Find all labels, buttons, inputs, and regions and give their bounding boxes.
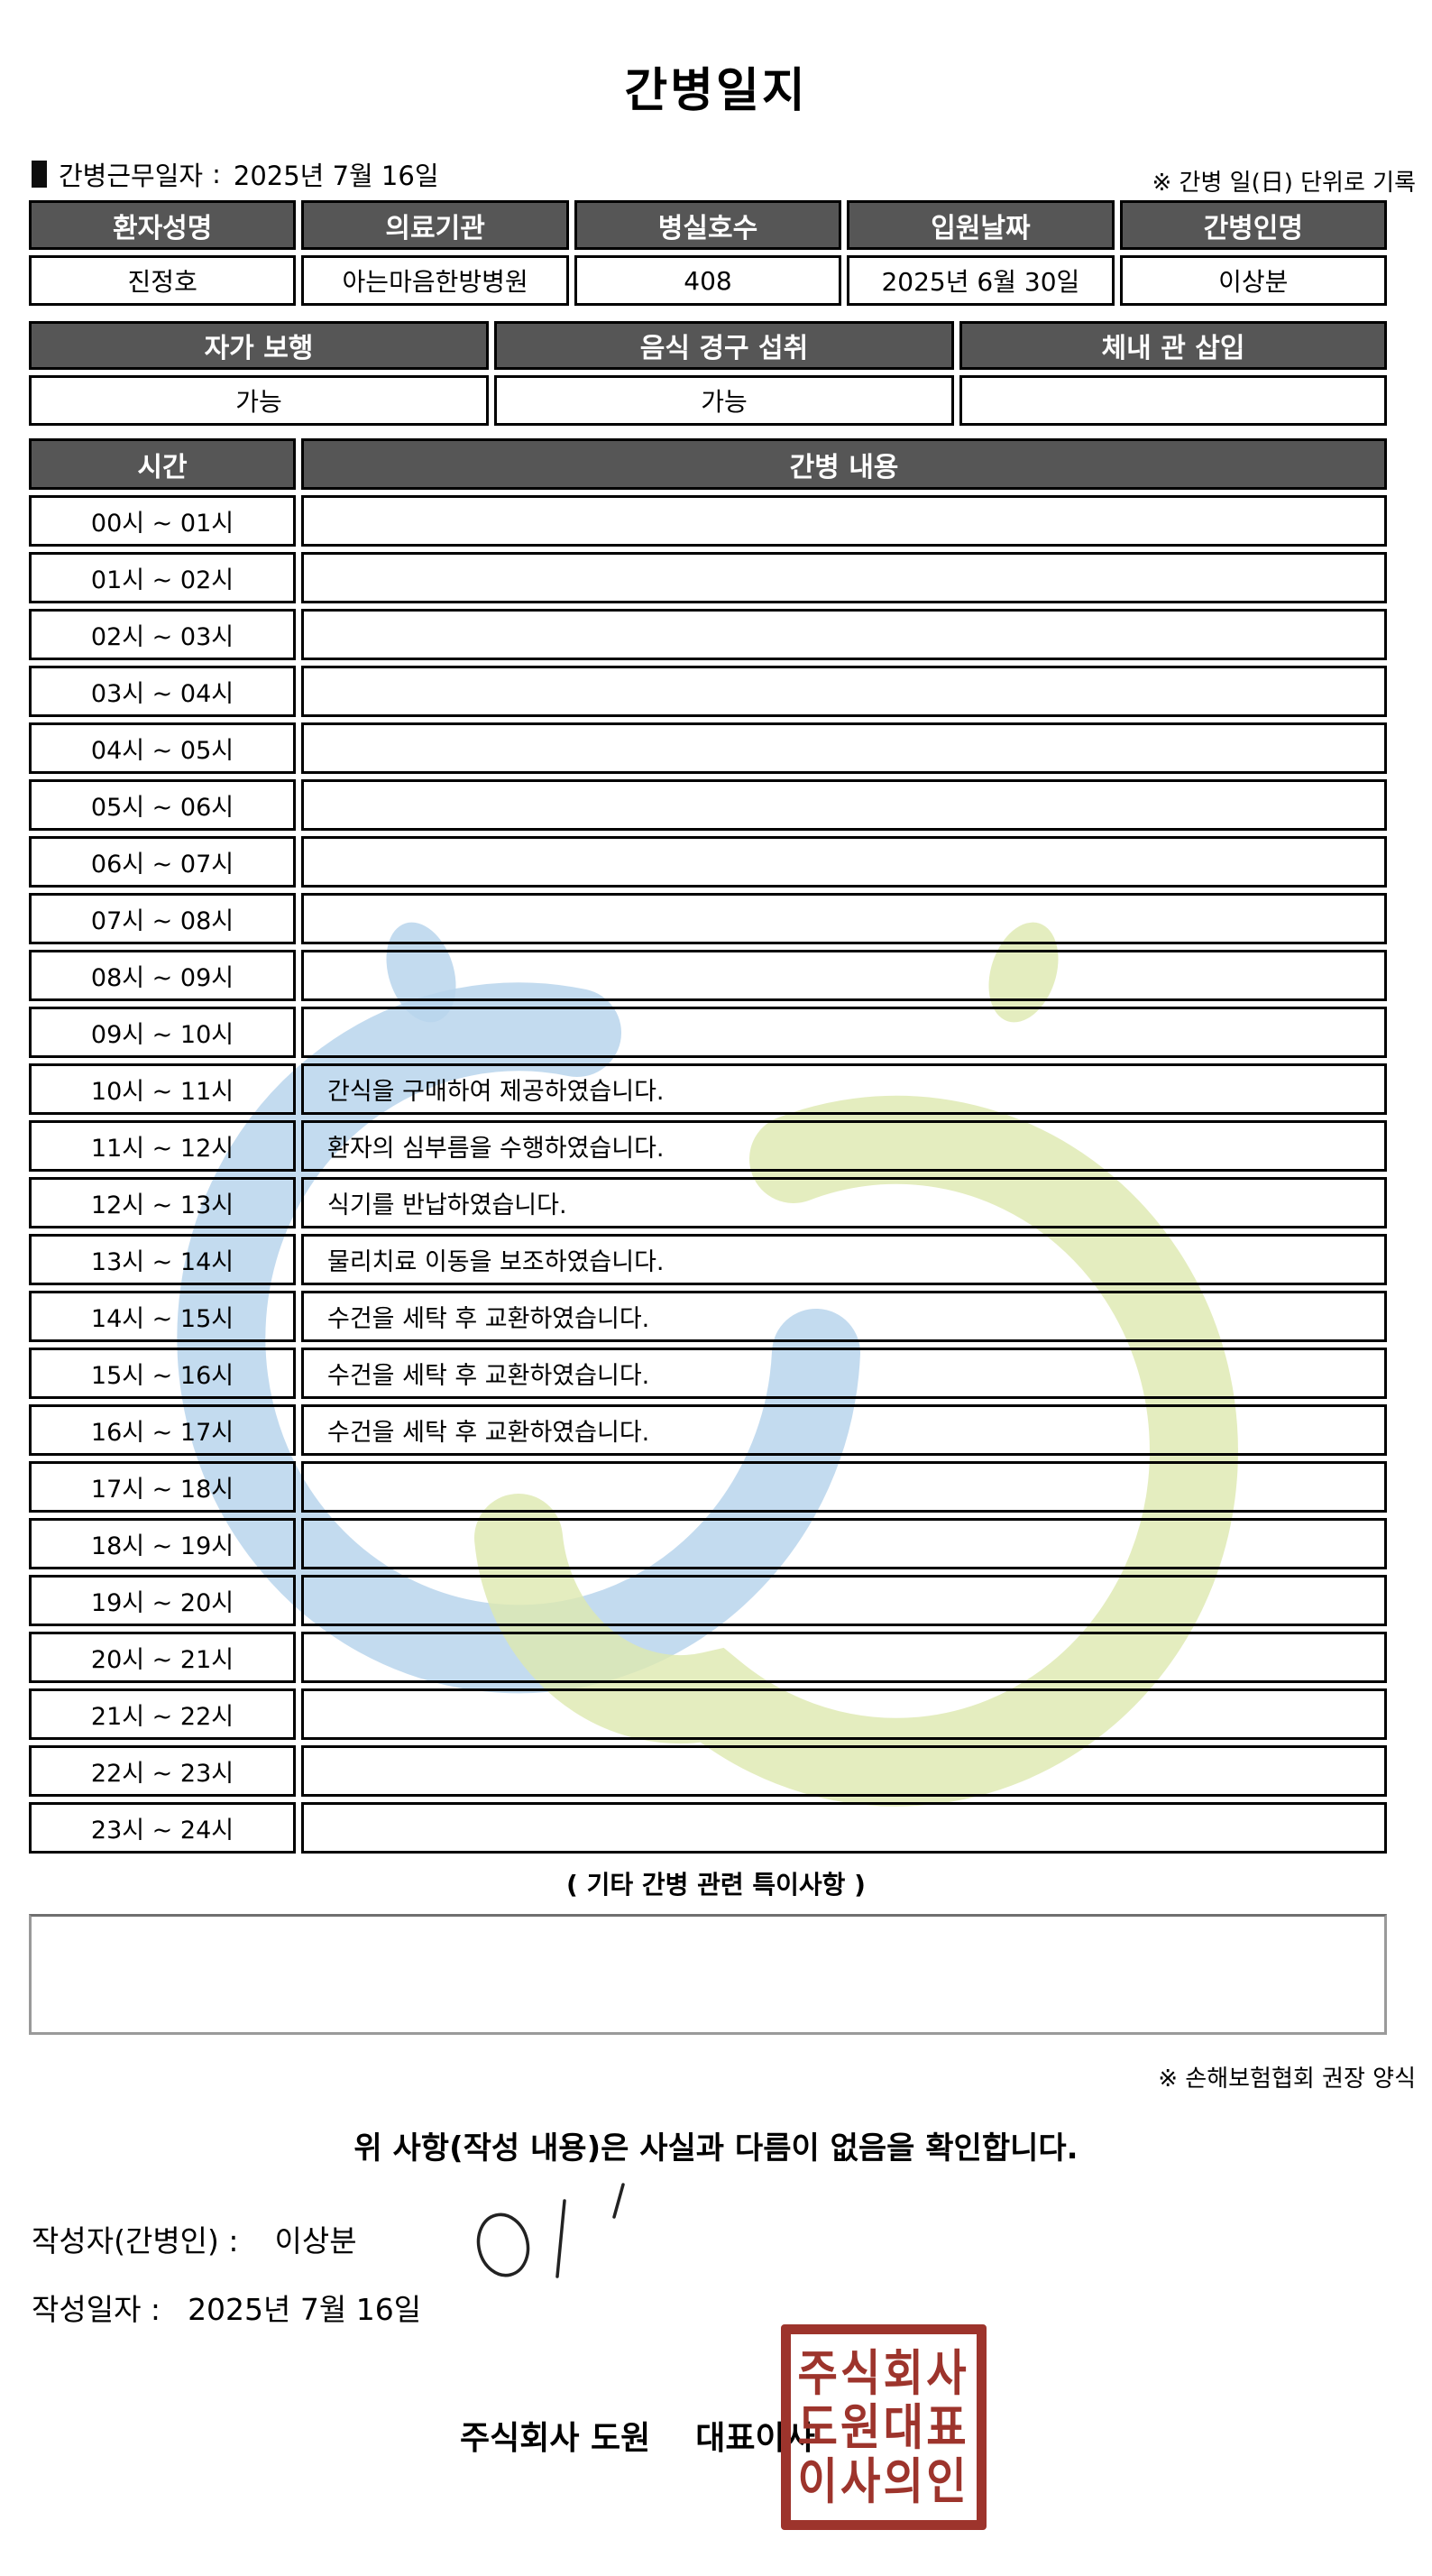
company-name: 주식회사 도원 — [460, 2420, 651, 2457]
log-header-time: 시간 — [29, 438, 296, 490]
log-content-cell[interactable] — [301, 666, 1387, 717]
confirmation-statement: 위 사항(작성 내용)은 사실과 다름이 없음을 확인합니다. — [353, 2130, 1079, 2167]
log-time-cell: 02시 ~ 03시 — [29, 609, 296, 660]
work-date-label: 간병근무일자 — [59, 161, 204, 191]
log-time-cell: 18시 ~ 19시 — [29, 1518, 296, 1569]
work-date-line: 간병근무일자 : 2025년 7월 16일 — [32, 155, 439, 193]
log-time-cell: 17시 ~ 18시 — [29, 1461, 296, 1513]
company-line: 주식회사 도원 대표이사 — [460, 2412, 815, 2459]
log-time-cell: 09시 ~ 10시 — [29, 1007, 296, 1058]
log-time-cell: 16시 ~ 17시 — [29, 1404, 296, 1456]
status-header-cell: 자가 보행 — [29, 321, 489, 370]
log-content-cell[interactable] — [301, 836, 1387, 888]
log-content-cell[interactable]: 간식을 구매하여 제공하였습니다. — [301, 1063, 1387, 1115]
log-content-cell[interactable] — [301, 779, 1387, 831]
log-content-cell[interactable] — [301, 893, 1387, 944]
log-content-cell[interactable]: 환자의 심부름을 수행하였습니다. — [301, 1120, 1387, 1172]
log-content-cell[interactable]: 물리치료 이동을 보조하였습니다. — [301, 1234, 1387, 1285]
log-content-cell[interactable] — [301, 1688, 1387, 1740]
info-header-cell: 의료기관 — [301, 200, 569, 250]
written-date-label: 작성일자 : — [32, 2292, 161, 2327]
info-value-cell: 이상분 — [1119, 255, 1387, 306]
log-content-cell[interactable]: 수건을 세탁 후 교환하였습니다. — [301, 1404, 1387, 1456]
log-time-cell: 14시 ~ 15시 — [29, 1291, 296, 1342]
status-value-cell: 가능 — [29, 375, 489, 426]
log-content-cell[interactable] — [301, 609, 1387, 660]
written-date-line: 작성일자 : 2025년 7월 16일 — [32, 2286, 421, 2329]
log-content-cell[interactable] — [301, 1632, 1387, 1683]
log-time-cell: 07시 ~ 08시 — [29, 893, 296, 944]
info-header-cell: 간병인명 — [1119, 200, 1387, 250]
work-date-separator: : — [212, 159, 221, 189]
log-time-cell: 08시 ~ 09시 — [29, 950, 296, 1001]
writer-line: 작성자(간병인) : 이상분 — [32, 2217, 357, 2260]
log-content-cell[interactable] — [301, 1518, 1387, 1569]
status-value-cell — [959, 375, 1387, 426]
log-content-cell[interactable]: 수건을 세탁 후 교환하였습니다. — [301, 1291, 1387, 1342]
log-time-cell: 00시 ~ 01시 — [29, 495, 296, 547]
log-content-cell[interactable] — [301, 1802, 1387, 1854]
info-value-cell: 진정호 — [29, 255, 297, 306]
patient-info-table: 환자성명 의료기관 병실호수 입원날짜 간병인명 진정호 아는마음한방병원 408 2025년… — [29, 200, 1387, 306]
bullet-square-icon — [32, 161, 47, 188]
log-time-cell: 20시 ~ 21시 — [29, 1632, 296, 1683]
writer-name: 이상분 — [274, 2223, 357, 2259]
log-content-cell[interactable] — [301, 1575, 1387, 1626]
info-value-cell: 2025년 6월 30일 — [847, 255, 1115, 306]
log-time-cell: 22시 ~ 23시 — [29, 1745, 296, 1797]
log-time-cell: 19시 ~ 20시 — [29, 1575, 296, 1626]
written-date-value: 2025년 7월 16일 — [188, 2292, 422, 2327]
care-log-table: 시간 간병 내용 00시 ~ 01시 01시 ~ 02시 02시 ~ 03시 0… — [29, 438, 1387, 1854]
log-time-cell: 03시 ~ 04시 — [29, 666, 296, 717]
log-content-cell[interactable]: 수건을 세탁 후 교환하였습니다. — [301, 1348, 1387, 1399]
log-content-cell[interactable]: 식기를 반납하였습니다. — [301, 1177, 1387, 1228]
writer-label: 작성자(간병인) : — [32, 2223, 239, 2259]
handwritten-signature — [476, 2183, 625, 2278]
log-content-cell[interactable] — [301, 950, 1387, 1001]
seal-line-2: 도원대표 — [797, 2398, 970, 2456]
log-content-cell[interactable] — [301, 1461, 1387, 1513]
log-time-cell: 15시 ~ 16시 — [29, 1348, 296, 1399]
log-time-cell: 01시 ~ 02시 — [29, 552, 296, 603]
log-content-cell[interactable] — [301, 722, 1387, 774]
log-content-cell[interactable] — [301, 1007, 1387, 1058]
log-time-cell: 21시 ~ 22시 — [29, 1688, 296, 1740]
info-value-cell: 아는마음한방병원 — [301, 255, 569, 306]
log-content-cell[interactable] — [301, 1745, 1387, 1797]
status-value-cell: 가능 — [494, 375, 954, 426]
special-notes-label: ( 기타 간병 관련 특이사항 ) — [566, 1870, 866, 1900]
log-content-cell[interactable] — [301, 552, 1387, 603]
log-header-content: 간병 내용 — [301, 438, 1387, 490]
log-time-cell: 05시 ~ 06시 — [29, 779, 296, 831]
unit-note: ※ 간병 일(日) 단위로 기록 — [1152, 170, 1417, 197]
page-title: 간병일지 — [624, 64, 808, 118]
seal-line-1: 주식회사 — [797, 2344, 970, 2402]
log-time-cell: 12시 ~ 13시 — [29, 1177, 296, 1228]
info-header-cell: 입원날짜 — [847, 200, 1115, 250]
special-notes-box[interactable] — [29, 1914, 1387, 2035]
log-time-cell: 23시 ~ 24시 — [29, 1802, 296, 1854]
log-time-cell: 10시 ~ 11시 — [29, 1063, 296, 1115]
log-time-cell: 04시 ~ 05시 — [29, 722, 296, 774]
log-time-cell: 13시 ~ 14시 — [29, 1234, 296, 1285]
status-header-cell: 음식 경구 섭취 — [494, 321, 954, 370]
info-header-cell: 환자성명 — [29, 200, 297, 250]
seal-line-3: 이사의인 — [797, 2452, 970, 2510]
log-time-cell: 11시 ~ 12시 — [29, 1120, 296, 1172]
log-time-cell: 06시 ~ 07시 — [29, 836, 296, 888]
log-content-cell[interactable] — [301, 495, 1387, 547]
work-date-value: 2025년 7월 16일 — [233, 161, 439, 191]
corporate-seal-stamp: 주식회사 도원대표 이사의인 — [781, 2324, 987, 2530]
ceo-role: 대표이사 — [695, 2420, 815, 2457]
info-value-cell: 408 — [574, 255, 842, 306]
status-header-cell: 체내 관 삽입 — [959, 321, 1387, 370]
patient-status-table: 자가 보행 음식 경구 섭취 체내 관 삽입 가능 가능 — [29, 321, 1387, 426]
form-note: ※ 손해보험협회 권장 양식 — [1158, 2065, 1416, 2093]
info-header-cell: 병실호수 — [574, 200, 842, 250]
